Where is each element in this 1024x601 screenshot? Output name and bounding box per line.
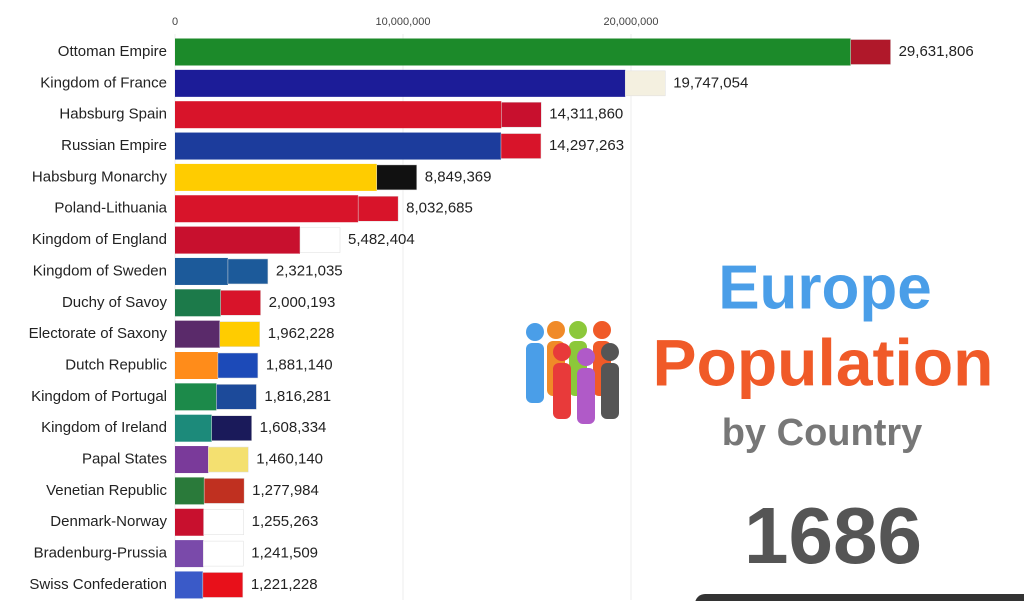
flag xyxy=(500,133,542,159)
flag xyxy=(203,478,245,504)
flag xyxy=(217,352,259,379)
value-label: 1,881,140 xyxy=(266,356,333,373)
category-label: Duchy of Savoy xyxy=(62,294,168,311)
value-label: 19,747,054 xyxy=(673,74,748,91)
flag xyxy=(299,227,341,253)
flag xyxy=(624,70,666,97)
value-label: 14,297,263 xyxy=(549,137,624,154)
flag xyxy=(211,415,252,441)
value-label: 8,032,685 xyxy=(406,200,473,217)
flag xyxy=(202,572,244,598)
value-label: 1,221,228 xyxy=(251,576,318,593)
category-label: Kingdom of Ireland xyxy=(41,419,167,436)
bar xyxy=(175,352,218,379)
category-label: Poland-Lithuania xyxy=(54,200,167,217)
bar xyxy=(175,226,300,254)
people-icon xyxy=(526,321,619,424)
caption: by Country xyxy=(722,412,923,454)
year-label: 1686 xyxy=(744,491,922,580)
bar xyxy=(175,540,204,568)
value-label: 1,962,228 xyxy=(268,325,335,342)
bar xyxy=(175,383,217,411)
category-label: Electorate of Saxony xyxy=(29,325,168,342)
category-label: Swiss Confederation xyxy=(29,576,167,593)
bar xyxy=(175,414,212,442)
title: Europe xyxy=(718,253,932,322)
flag xyxy=(227,258,269,285)
bar xyxy=(175,38,851,66)
bar xyxy=(175,508,204,536)
value-label: 2,000,193 xyxy=(269,294,336,311)
flag xyxy=(220,290,261,316)
bar xyxy=(175,101,502,129)
category-label: Russian Empire xyxy=(61,137,167,154)
bar xyxy=(175,69,626,97)
category-label: Denmark-Norway xyxy=(50,513,167,530)
flag xyxy=(216,384,257,410)
value-label: 1,241,509 xyxy=(251,545,318,562)
value-label: 14,311,860 xyxy=(549,106,623,123)
flag xyxy=(850,39,891,65)
category-label: Habsburg Spain xyxy=(59,106,167,123)
value-label: 8,849,369 xyxy=(425,168,492,185)
x-tick-label: 10,000,000 xyxy=(375,16,430,28)
value-label: 1,460,140 xyxy=(256,451,323,468)
value-label: 1,816,281 xyxy=(264,388,331,405)
value-label: 5,482,404 xyxy=(348,231,415,248)
category-label: Kingdom of France xyxy=(40,74,167,91)
bar xyxy=(175,289,221,317)
flag xyxy=(501,101,542,128)
flag xyxy=(219,321,260,347)
category-label: Dutch Republic xyxy=(65,356,167,373)
bar xyxy=(175,195,359,223)
value-label: 1,277,984 xyxy=(252,482,319,499)
value-label: 1,255,263 xyxy=(252,513,319,530)
bar xyxy=(175,163,377,191)
x-tick-label: 20,000,000 xyxy=(603,16,658,28)
bar xyxy=(175,446,209,474)
bar xyxy=(175,132,501,160)
flag xyxy=(203,509,244,535)
bar xyxy=(175,320,220,348)
category-label: Kingdom of Portugal xyxy=(31,388,167,405)
bar xyxy=(175,257,228,285)
category-label: Ottoman Empire xyxy=(58,43,167,60)
value-label: 1,608,334 xyxy=(260,419,327,436)
value-label: 29,631,806 xyxy=(899,43,974,60)
x-tick-label: 0 xyxy=(172,16,178,28)
progress-bar xyxy=(695,594,1024,601)
bar xyxy=(175,477,205,505)
flag xyxy=(376,164,418,191)
value-label: 2,321,035 xyxy=(276,262,343,279)
category-label: Venetian Republic xyxy=(46,482,167,499)
category-label: Papal States xyxy=(82,451,167,468)
subtitle: Population xyxy=(653,325,994,399)
bar xyxy=(175,571,203,599)
category-label: Kingdom of Sweden xyxy=(33,262,167,279)
flag xyxy=(208,446,249,473)
flag xyxy=(357,196,399,222)
category-label: Bradenburg-Prussia xyxy=(34,545,168,562)
category-label: Habsburg Monarchy xyxy=(32,168,168,185)
category-label: Kingdom of England xyxy=(32,231,167,248)
flag xyxy=(203,540,244,567)
